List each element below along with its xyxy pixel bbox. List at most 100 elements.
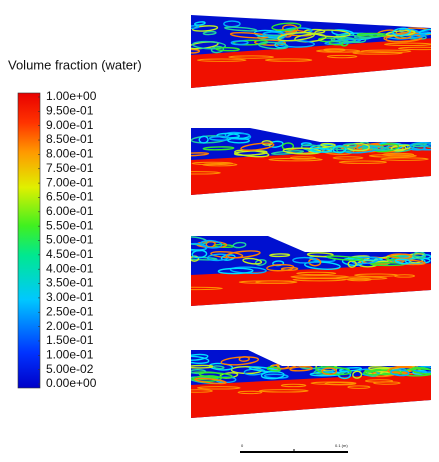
legend-title: Volume fraction (water): [8, 57, 142, 72]
streak: [191, 249, 208, 259]
streak: [254, 259, 267, 266]
water-streak: [354, 273, 399, 277]
water-streak: [346, 277, 372, 282]
colorbar: [17, 92, 41, 389]
water-streak: [237, 390, 263, 395]
streak: [210, 251, 244, 259]
water-streak: [360, 49, 412, 53]
streak: [277, 31, 316, 42]
streak: [192, 40, 227, 50]
colorbar-label: 1.00e-01: [46, 347, 94, 361]
streak: [314, 29, 351, 38]
streak: [399, 368, 431, 377]
streak: [194, 21, 206, 26]
streak: [411, 33, 426, 39]
water-streak: [382, 152, 415, 157]
water-streak: [191, 171, 221, 175]
streak: [191, 25, 219, 32]
colorbar-label: 2.00e-01: [46, 319, 94, 333]
scale-label: 0: [241, 443, 244, 448]
water-streak: [290, 275, 350, 279]
streak: [289, 366, 313, 372]
water-streak: [238, 280, 298, 284]
colorbar-label: 3.00e-01: [46, 290, 94, 304]
water-streak: [347, 385, 371, 389]
water-streak: [264, 58, 313, 62]
water-streak: [296, 271, 337, 276]
water-streak: [373, 381, 401, 385]
colorbar-label: 6.00e-01: [46, 204, 94, 218]
streak: [321, 367, 338, 376]
streak: [230, 40, 249, 46]
streak: [266, 263, 295, 272]
streak: [191, 355, 210, 364]
streak: [240, 142, 275, 151]
streak: [202, 30, 217, 36]
water-streak: [280, 383, 307, 388]
colorbar-label: 7.50e-01: [46, 161, 94, 175]
water-streak: [258, 389, 309, 393]
streak: [205, 240, 216, 248]
streak: [191, 152, 210, 157]
water-streak: [384, 42, 431, 47]
colorbar-label: 5.00e-01: [46, 233, 94, 247]
streak: [269, 253, 291, 258]
water-streak: [352, 51, 403, 55]
streak: [191, 48, 201, 54]
streak: [423, 143, 431, 151]
streak: [306, 252, 334, 258]
scale-label: 0.1 (m): [335, 443, 348, 448]
streak: [220, 356, 260, 366]
water-streak: [310, 381, 357, 385]
streak: [232, 241, 247, 249]
streak: [326, 255, 365, 262]
streak: [410, 366, 431, 375]
water-streak: [191, 286, 223, 291]
colorbar-label: 0.00e+00: [46, 376, 97, 390]
colorbar-label: 5.50e-01: [46, 218, 94, 232]
water-streak: [197, 386, 241, 390]
streak: [280, 32, 292, 38]
streak: [202, 146, 235, 151]
streak: [194, 377, 227, 385]
colorbar-label: 8.00e-01: [46, 147, 94, 161]
streak: [212, 365, 225, 370]
water-streak: [326, 54, 358, 59]
colorbar-label: 4.00e-01: [46, 261, 94, 275]
streak: [282, 24, 299, 33]
streak: [342, 143, 357, 148]
streak: [191, 369, 207, 375]
streak: [341, 257, 364, 267]
streak: [242, 257, 263, 265]
streak: [281, 142, 295, 151]
streak: [198, 371, 233, 379]
streak: [304, 261, 341, 270]
colorbar-label: 1.00e+00: [46, 89, 97, 103]
colorbar-label: 9.00e-01: [46, 118, 94, 132]
streak: [352, 370, 363, 379]
streak: [271, 22, 302, 31]
streak: [332, 145, 347, 154]
water-streak: [316, 49, 361, 53]
streak: [224, 26, 258, 32]
streak: [227, 137, 250, 144]
water-streak: [397, 46, 431, 51]
streak: [383, 33, 423, 43]
streak: [309, 147, 333, 153]
streak: [254, 39, 287, 46]
streak: [394, 258, 411, 265]
streak: [330, 36, 357, 43]
water-streak: [380, 157, 429, 161]
streak: [217, 267, 254, 275]
water: [191, 372, 431, 418]
colorbar-label: 6.50e-01: [46, 190, 94, 204]
streak: [266, 366, 281, 372]
streak: [191, 25, 200, 30]
water-streak: [228, 55, 275, 59]
streak: [191, 371, 223, 381]
streak: [389, 253, 413, 260]
streak: [191, 353, 209, 361]
contour-panel: [191, 350, 431, 418]
water-streak: [332, 156, 364, 160]
